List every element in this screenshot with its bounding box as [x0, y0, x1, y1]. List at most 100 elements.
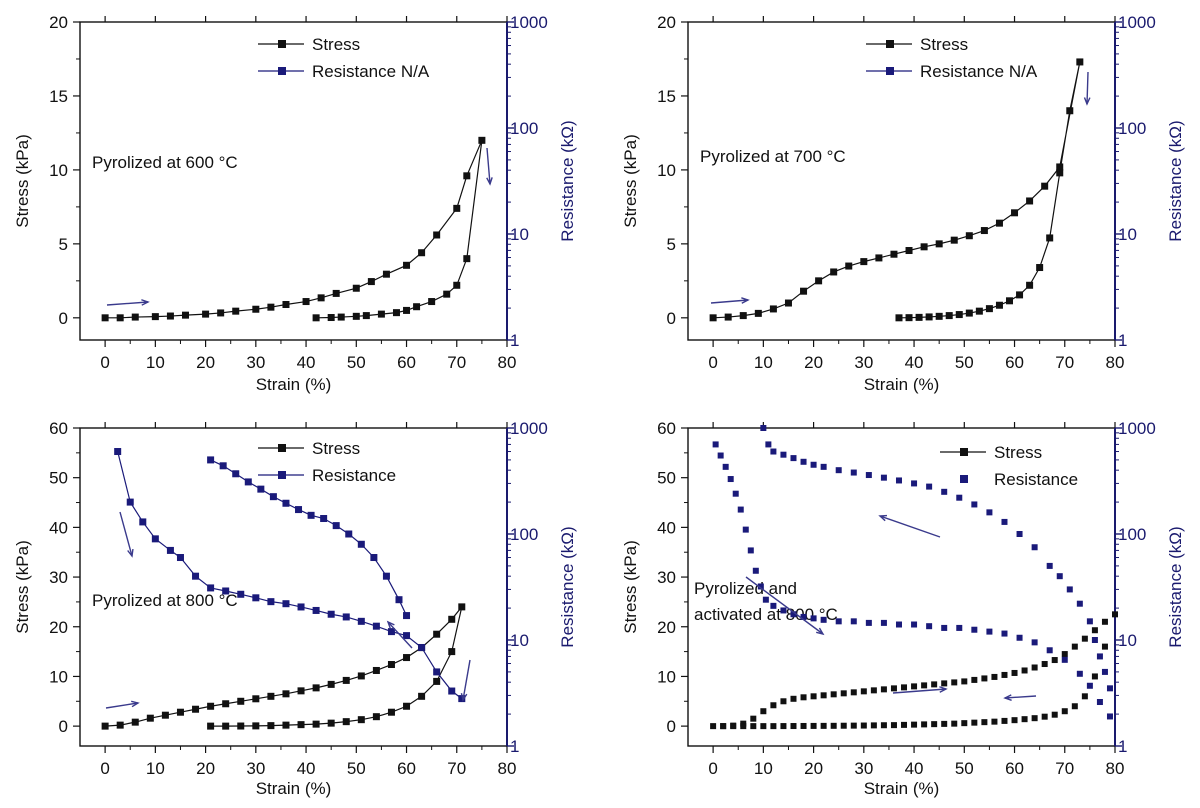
y-tick-label: 0 [59, 309, 68, 328]
data-point-stress [453, 281, 461, 289]
legend-marker [886, 40, 894, 48]
data-point-stress [458, 603, 466, 611]
x-tick-label: 30 [854, 353, 873, 372]
y-axis-label: Stress (kPa) [621, 134, 640, 228]
data-point-stress [382, 270, 390, 278]
data-point-stress [403, 306, 411, 314]
data-point-stress [820, 692, 827, 699]
y2-tick-label: 100 [510, 119, 538, 138]
direction-arrow [892, 688, 947, 694]
series-line-stress [713, 61, 1081, 319]
y2-tick-label: 1000 [510, 419, 548, 438]
y2-tick-label: 1 [1118, 331, 1127, 350]
data-point-stress [724, 313, 732, 321]
y-tick-label: 10 [49, 161, 68, 180]
data-point-stress [860, 722, 867, 729]
data-point-resistance [810, 461, 817, 468]
data-point-stress [750, 723, 757, 730]
x-tick-label: 30 [854, 759, 873, 778]
data-point-stress [830, 722, 837, 729]
legend-marker [278, 67, 286, 75]
y-tick-label: 30 [49, 568, 68, 587]
legend-label: Stress [312, 439, 360, 458]
y-tick-label: 5 [667, 235, 676, 254]
data-point-stress [981, 719, 988, 726]
data-point-resistance [747, 547, 754, 554]
data-point-stress [161, 711, 169, 719]
data-point-resistance [448, 687, 456, 695]
data-point-stress [312, 720, 320, 728]
data-point-resistance [926, 483, 933, 490]
direction-arrow-head [741, 297, 750, 304]
direction-arrow-head [816, 627, 825, 636]
data-point-stress [433, 231, 441, 239]
y2-tick-label: 100 [1118, 525, 1146, 544]
x-tick-label: 50 [347, 759, 366, 778]
data-point-resistance [820, 616, 827, 623]
x-tick-label: 70 [1055, 353, 1074, 372]
data-point-stress [921, 682, 928, 689]
data-point-resistance [244, 478, 252, 486]
y2-tick-label: 10 [1118, 631, 1137, 650]
data-point-resistance [800, 613, 807, 620]
data-point-stress [800, 287, 808, 295]
data-point-stress [815, 277, 823, 285]
y-tick-label: 5 [59, 235, 68, 254]
legend-marker [278, 471, 286, 479]
direction-arrow [879, 515, 941, 538]
data-point-stress [850, 689, 857, 696]
data-point-resistance [865, 472, 872, 479]
data-point-resistance [1016, 531, 1023, 537]
data-point-stress [720, 723, 727, 730]
data-point-stress [1091, 627, 1098, 634]
x-tick-label: 10 [754, 759, 773, 778]
data-point-resistance [320, 515, 328, 523]
data-point-stress [217, 309, 225, 317]
data-point-stress [372, 666, 380, 674]
data-point-stress [1056, 163, 1064, 171]
y2-tick-label: 1 [1118, 737, 1127, 756]
data-point-resistance [880, 619, 887, 626]
data-point-stress [342, 676, 350, 684]
data-point-stress [448, 648, 456, 656]
data-point-stress [443, 290, 451, 298]
plot-frame [79, 427, 508, 747]
data-point-resistance [780, 607, 787, 614]
data-point-stress [418, 249, 426, 257]
y-axis-label: Stress (kPa) [621, 540, 640, 634]
data-point-stress [297, 687, 305, 695]
data-point-stress [941, 680, 948, 687]
y-tick-label: 10 [657, 161, 676, 180]
data-point-stress [377, 310, 385, 318]
data-point-stress [961, 720, 968, 727]
y-tick-label: 10 [49, 667, 68, 686]
direction-arrow [462, 659, 471, 701]
data-point-stress [342, 718, 350, 726]
data-point-resistance [342, 613, 350, 621]
data-point-resistance [835, 618, 842, 625]
data-point-stress [1081, 693, 1088, 700]
legend-marker [960, 475, 968, 483]
data-point-resistance [372, 622, 380, 630]
data-point-stress [860, 258, 868, 266]
data-point-resistance [307, 511, 315, 519]
data-point-stress [332, 289, 340, 297]
x-tick-label: 80 [498, 353, 517, 372]
data-point-stress [1031, 664, 1038, 671]
data-point-stress [740, 723, 747, 730]
data-point-resistance [895, 621, 902, 628]
data-point-stress [800, 694, 807, 701]
data-point-stress [1071, 643, 1078, 650]
data-point-resistance [327, 610, 335, 618]
data-point-stress [710, 723, 717, 730]
data-point-resistance [282, 600, 290, 608]
x-axis-label: Strain (%) [256, 779, 332, 798]
x-tick-label: 20 [196, 353, 215, 372]
data-point-stress [207, 722, 215, 730]
data-point-resistance [237, 590, 245, 598]
x-tick-label: 40 [905, 353, 924, 372]
data-point-stress [267, 722, 275, 730]
data-point-stress [192, 705, 200, 713]
data-point-stress [1026, 281, 1034, 289]
direction-arrow-head [131, 700, 140, 708]
